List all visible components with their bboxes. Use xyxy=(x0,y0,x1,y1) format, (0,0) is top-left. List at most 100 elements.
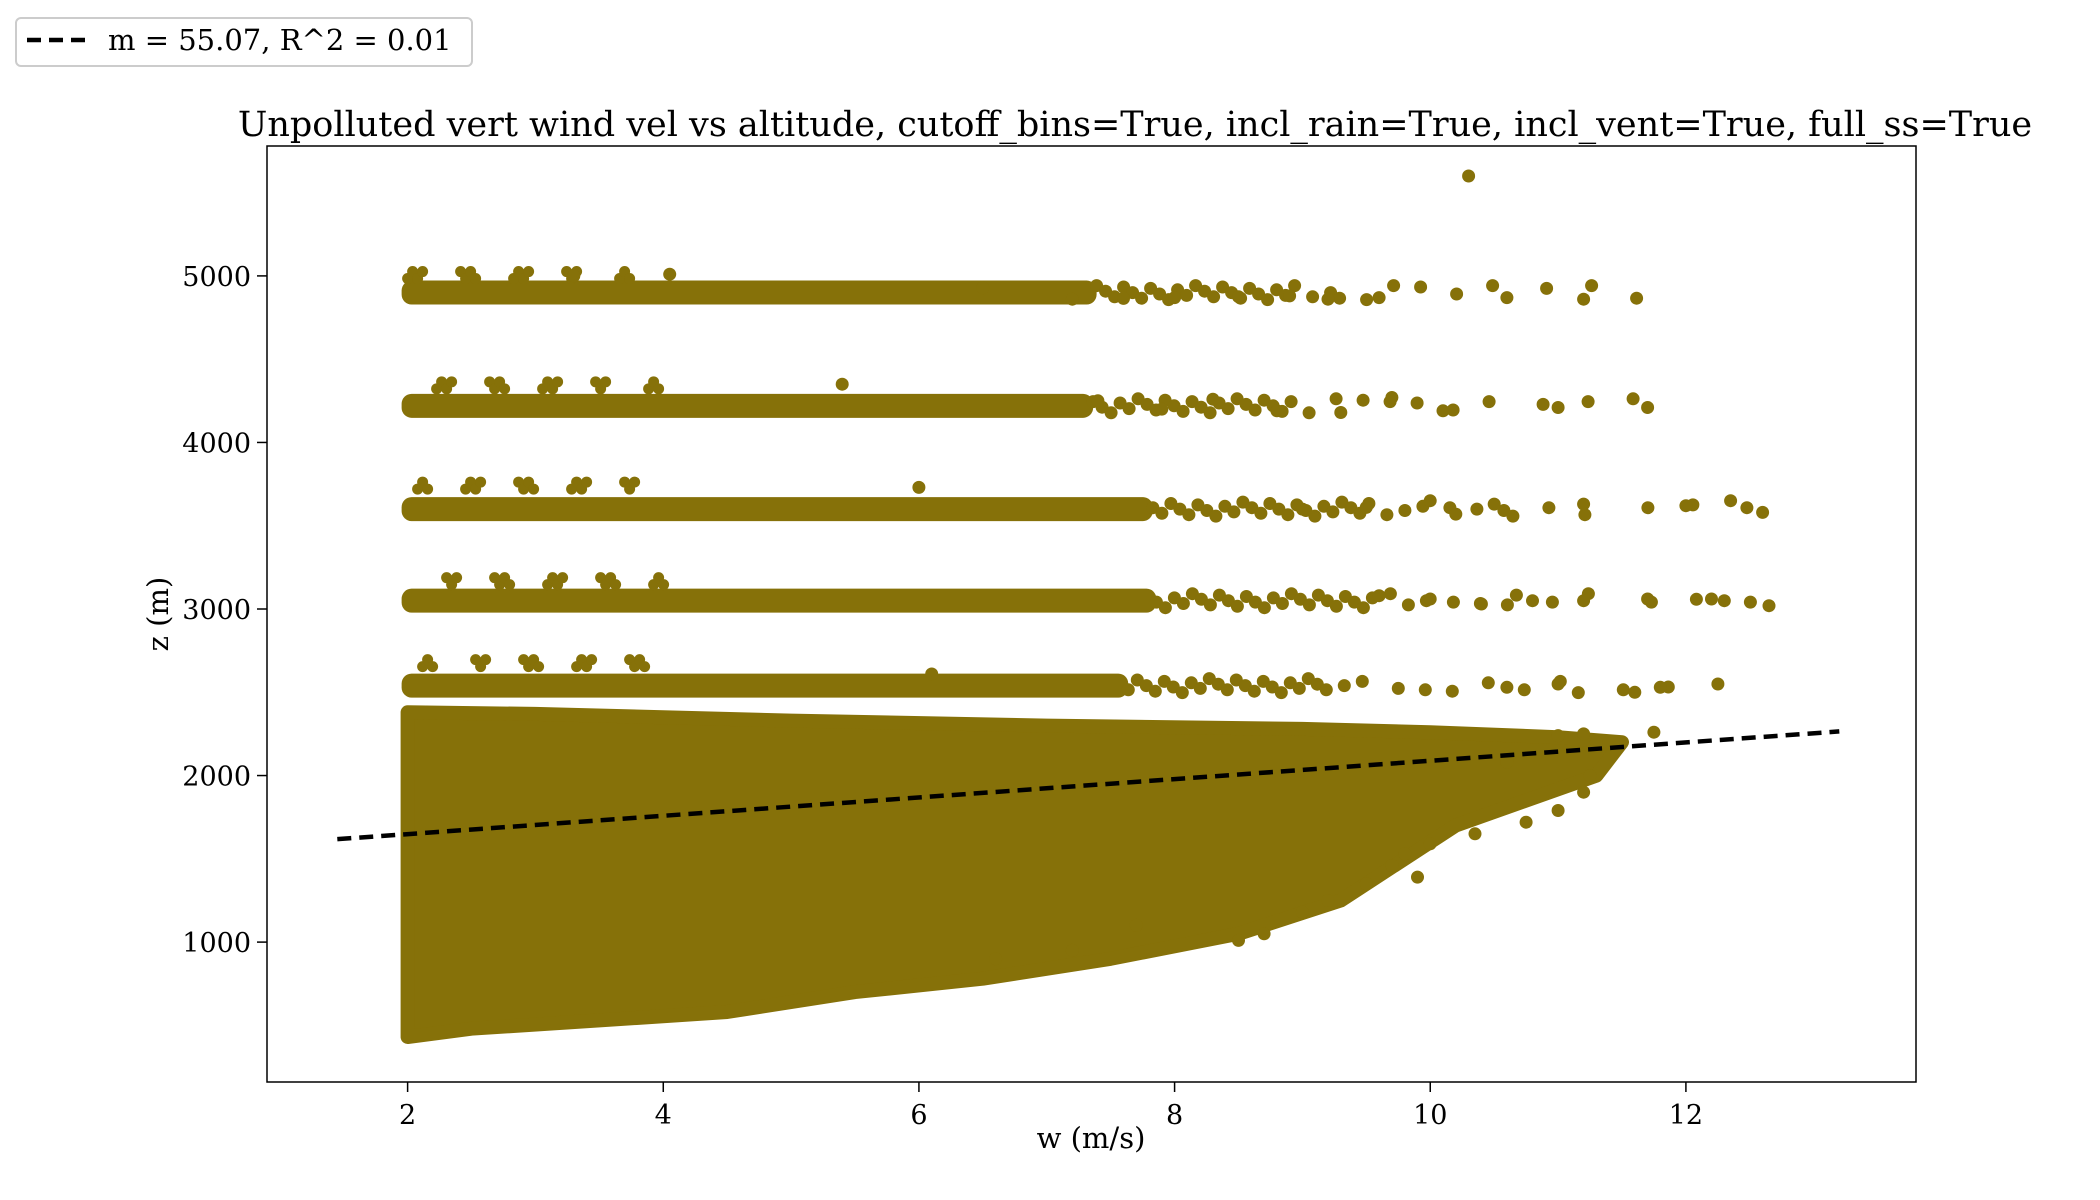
scatter-point xyxy=(1500,291,1514,305)
scatter-point xyxy=(1410,396,1424,410)
legend-label-fit-line: m = 55.07, R^2 = 0.01 xyxy=(108,23,452,57)
x-tick-label: 4 xyxy=(655,1100,672,1131)
scatter-point xyxy=(1158,601,1172,615)
scatter-point xyxy=(446,376,458,388)
scatter-point xyxy=(1519,815,1533,829)
scatter-point xyxy=(1551,677,1565,691)
scatter-point xyxy=(653,383,665,395)
scatter-point xyxy=(1306,290,1320,304)
scatter-point xyxy=(1436,404,1450,418)
scatter-point xyxy=(1356,601,1370,615)
scatter-point xyxy=(1551,729,1565,743)
scatter-point xyxy=(1526,594,1539,608)
scatter-band xyxy=(401,588,1157,613)
scatter-point xyxy=(1423,494,1437,508)
scatter-point xyxy=(552,376,564,388)
scatter-point xyxy=(1705,592,1718,606)
scatter-point xyxy=(1275,597,1289,610)
scatter-point xyxy=(1577,594,1591,608)
x-tick-label: 10 xyxy=(1413,1100,1447,1131)
scatter-point xyxy=(1628,685,1642,699)
scatter-point xyxy=(1091,394,1105,408)
scatter-point xyxy=(1281,508,1295,522)
chart-title: Unpolluted vert wind vel vs altitude, cu… xyxy=(238,105,2032,145)
scatter-point xyxy=(567,269,581,283)
scatter-point xyxy=(1247,684,1261,698)
scatter-point xyxy=(1398,847,1412,861)
scatter-point xyxy=(1689,592,1703,606)
scatter-point xyxy=(1326,505,1340,519)
scatter-band xyxy=(401,393,1094,418)
scatter-point xyxy=(480,654,492,666)
scatter-point xyxy=(1540,281,1554,295)
scatter-point xyxy=(1356,393,1370,407)
scatter-point xyxy=(1500,680,1514,694)
scatter-point xyxy=(1227,505,1241,519)
scatter-point xyxy=(1577,727,1591,741)
x-tick-label: 2 xyxy=(399,1100,416,1131)
scatter-point xyxy=(1571,686,1585,700)
scatter-point xyxy=(1288,279,1302,293)
scatter-point xyxy=(1653,680,1667,694)
scatter-point xyxy=(1372,291,1386,305)
scatter-point xyxy=(475,476,487,488)
scatter-point xyxy=(523,266,535,278)
scatter-point xyxy=(1372,589,1386,603)
y-tick-label: 1000 xyxy=(182,928,251,959)
scatter-point xyxy=(610,579,622,591)
scatter-point xyxy=(1319,683,1333,697)
scatter-point xyxy=(1641,401,1655,414)
scatter-point xyxy=(417,266,429,278)
y-axis: 1000 2000 3000 4000 5000 xyxy=(182,262,267,959)
scatter-point xyxy=(1175,686,1189,700)
scatter-point xyxy=(1641,501,1655,515)
scatter-point xyxy=(1385,859,1399,872)
scatter-band xyxy=(401,280,1097,305)
scatter-point xyxy=(1509,588,1523,602)
scatter-point xyxy=(1334,406,1348,419)
scatter-point xyxy=(1206,392,1220,406)
scatter-point xyxy=(1398,504,1412,517)
scatter-point xyxy=(1423,592,1437,606)
scatter-point xyxy=(1717,594,1731,608)
scatter-point xyxy=(1762,599,1776,613)
scatter-point xyxy=(1391,681,1405,695)
plot-frame xyxy=(266,145,1917,1083)
scatter-point xyxy=(1517,683,1531,697)
scatter-point xyxy=(1321,292,1335,306)
scatter-point xyxy=(976,281,990,295)
scatter-cloud xyxy=(400,705,1629,1044)
scatter-point xyxy=(1616,683,1630,697)
scatter-point xyxy=(639,661,651,673)
scatter-point xyxy=(629,476,641,488)
scatter-point xyxy=(1292,681,1306,695)
scatter-point xyxy=(1630,291,1644,305)
scatter-point xyxy=(1129,918,1143,932)
scatter-point xyxy=(1155,402,1169,416)
scatter-point xyxy=(1220,683,1234,697)
scatter-point xyxy=(663,267,677,281)
scatter-point xyxy=(1176,597,1190,610)
scatter-point xyxy=(1203,406,1217,420)
scatter-point xyxy=(1418,683,1432,697)
x-tick-label: 12 xyxy=(1669,1100,1703,1131)
scatter-point xyxy=(1270,404,1284,418)
data-cloud xyxy=(400,705,1629,1044)
scatter-point xyxy=(557,572,569,584)
scatter-point xyxy=(1104,406,1118,420)
scatter-point xyxy=(1333,291,1347,305)
scatter-point xyxy=(1482,395,1496,409)
scatter-point xyxy=(1500,755,1514,769)
scatter-point xyxy=(1329,392,1343,406)
scatter-point xyxy=(1230,599,1244,613)
scatter-point xyxy=(1450,287,1464,301)
scatter-point xyxy=(504,579,516,591)
scatter-point xyxy=(1423,837,1437,851)
x-tick-label: 6 xyxy=(910,1100,927,1131)
fit-line xyxy=(337,729,1840,842)
scatter-point xyxy=(1446,595,1460,609)
scatter-point xyxy=(451,572,463,584)
scatter-point xyxy=(1321,894,1335,907)
x-tick-label: 8 xyxy=(1166,1100,1183,1131)
